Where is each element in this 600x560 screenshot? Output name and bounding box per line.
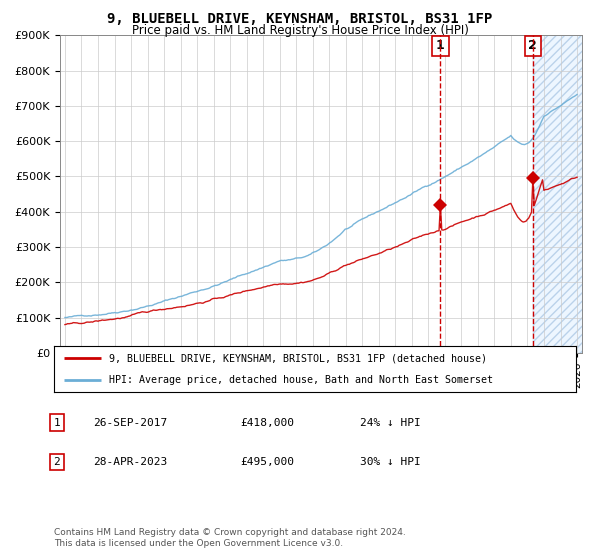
Text: 1: 1 xyxy=(436,39,445,53)
Text: 30% ↓ HPI: 30% ↓ HPI xyxy=(360,457,421,467)
Text: 26-SEP-2017: 26-SEP-2017 xyxy=(93,418,167,428)
Text: £495,000: £495,000 xyxy=(240,457,294,467)
Text: 28-APR-2023: 28-APR-2023 xyxy=(93,457,167,467)
Text: 9, BLUEBELL DRIVE, KEYNSHAM, BRISTOL, BS31 1FP (detached house): 9, BLUEBELL DRIVE, KEYNSHAM, BRISTOL, BS… xyxy=(109,353,487,363)
Text: 2: 2 xyxy=(53,457,61,467)
Text: Price paid vs. HM Land Registry's House Price Index (HPI): Price paid vs. HM Land Registry's House … xyxy=(131,24,469,37)
Text: 9, BLUEBELL DRIVE, KEYNSHAM, BRISTOL, BS31 1FP: 9, BLUEBELL DRIVE, KEYNSHAM, BRISTOL, BS… xyxy=(107,12,493,26)
Text: £418,000: £418,000 xyxy=(240,418,294,428)
Bar xyxy=(533,35,586,353)
Text: 1: 1 xyxy=(53,418,61,428)
Text: HPI: Average price, detached house, Bath and North East Somerset: HPI: Average price, detached house, Bath… xyxy=(109,375,493,385)
Text: Contains HM Land Registry data © Crown copyright and database right 2024.
This d: Contains HM Land Registry data © Crown c… xyxy=(54,528,406,548)
Text: 24% ↓ HPI: 24% ↓ HPI xyxy=(360,418,421,428)
Text: 2: 2 xyxy=(529,39,537,53)
Bar xyxy=(533,35,586,353)
